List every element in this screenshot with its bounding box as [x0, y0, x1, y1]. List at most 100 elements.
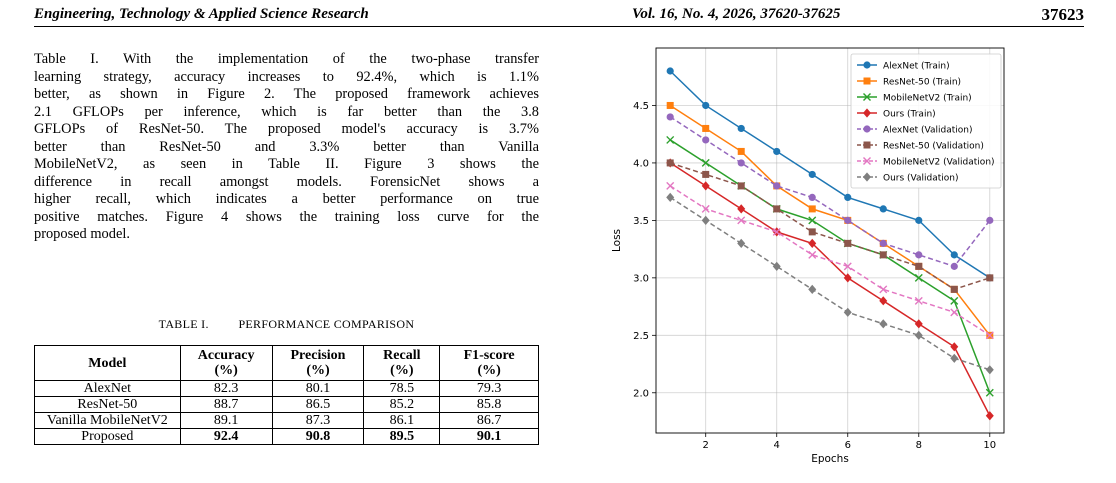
text-line: better than ResNet-50 and 3.3% better th… [34, 138, 539, 155]
data-point [702, 170, 710, 178]
legend-marker [863, 93, 871, 101]
text-line: GFLOPs of ResNet-50. The proposed model'… [34, 121, 539, 137]
y-tick-label: 3.0 [633, 273, 649, 284]
series-3 [666, 158, 994, 421]
data-point [843, 262, 852, 271]
x-tick-label: 4 [774, 440, 780, 451]
x-axis-label: Epochs [811, 453, 849, 465]
text-line: better, as shown in Figure 2. The propos… [34, 86, 539, 102]
volume-info: Vol. 16, No. 4, 2026, 37620-37625 [632, 6, 841, 22]
header-recall: Recall (%) [363, 345, 441, 381]
marker-stroke [843, 262, 852, 271]
loss-chart: 2 4 6 8 10 2.0 2.5 3.0 3.5 4.0 4.5 Epochs Loss AlexNe… [611, 47, 1005, 465]
data-point [879, 296, 888, 306]
marker-stroke [808, 216, 817, 225]
y-tick-label: 4.5 [633, 101, 649, 112]
page-header: Engineering, Technology & Applied Scienc… [34, 4, 1084, 27]
data-point [666, 67, 674, 75]
text-line: learning strategy, accuracy increases to… [34, 68, 539, 85]
legend-label: AlexNet (Validation) [883, 126, 973, 136]
x-tick-label: 2 [703, 440, 709, 451]
cell-f1: 79.3 [439, 380, 539, 397]
header-f1-score: F1-score (%) [439, 345, 539, 381]
series-6 [666, 181, 994, 340]
data-point [986, 274, 994, 282]
data-point [914, 319, 923, 329]
data-point [879, 239, 887, 247]
text-line: difference in recall amongst models. For… [34, 173, 539, 190]
data-point [808, 193, 816, 202]
data-point [950, 342, 959, 352]
plot-frame [655, 47, 1005, 434]
series-line [669, 162, 991, 291]
data-point [950, 308, 959, 317]
cell-precision: 90.8 [271, 428, 365, 445]
text-line: MobileNetV2, as seen in Table II. Figure… [34, 156, 539, 172]
chart-legend: AlexNet (Train) ResNet-50 (Train) MobileNe… [850, 53, 1002, 189]
cell-accuracy: 88.7 [179, 396, 273, 413]
data-point [773, 182, 781, 190]
data-point [915, 216, 923, 224]
data-point [701, 215, 710, 225]
marker-stroke [863, 93, 871, 101]
data-point [666, 101, 674, 109]
legend-label: AlexNet (Train) [883, 62, 950, 72]
data-point [985, 365, 994, 375]
data-point [737, 204, 746, 214]
y-tick-label: 2.5 [633, 331, 649, 342]
legend-label: ResNet-50 (Validation) [883, 142, 984, 152]
data-point [950, 353, 959, 363]
data-point [666, 192, 675, 203]
data-point [808, 228, 816, 236]
legend-marker [863, 108, 871, 118]
data-point [737, 159, 745, 167]
data-point [985, 388, 994, 397]
series-line [669, 70, 991, 279]
data-point [737, 147, 745, 155]
marker-stroke [701, 158, 710, 167]
data-point [879, 251, 887, 259]
data-point [914, 296, 923, 305]
legend-marker [863, 141, 871, 149]
series-line [669, 139, 991, 394]
marker-stroke [879, 285, 888, 294]
marker-stroke [985, 331, 994, 340]
marker-stroke [985, 388, 994, 397]
data-point [844, 239, 852, 247]
data-point [701, 158, 710, 167]
cell-model: AlexNet [34, 380, 181, 397]
data-point [737, 238, 746, 248]
legend-marker [863, 157, 871, 165]
text-line: Table I. With the implementation of the … [34, 51, 539, 67]
data-point [844, 193, 852, 202]
legend-marker [863, 77, 871, 85]
table-row-proposed: Proposed 92.4 90.8 89.5 90.1 [34, 428, 539, 445]
data-point [950, 251, 958, 259]
data-point [808, 250, 817, 259]
page-number: 37623 [1041, 5, 1085, 24]
data-point [666, 135, 675, 144]
y-tick-label: 2.0 [633, 388, 649, 399]
data-point [701, 204, 710, 213]
marker-stroke [808, 250, 817, 259]
cell-f1: 90.1 [439, 428, 539, 445]
data-point [879, 319, 888, 329]
cell-model: Proposed [34, 428, 181, 445]
cell-precision: 87.3 [271, 412, 365, 429]
data-point [773, 205, 781, 213]
legend-label: ResNet-50 (Train) [883, 78, 961, 88]
data-point [737, 124, 745, 133]
series-5 [666, 159, 994, 293]
data-point [702, 136, 710, 144]
data-point [843, 307, 852, 317]
legend-marker [863, 125, 871, 133]
data-point [808, 284, 817, 294]
data-point [843, 273, 852, 283]
series-line [669, 162, 991, 417]
table-row: Vanilla MobileNetV2 89.1 87.3 86.1 86.7 [34, 412, 539, 429]
data-point [808, 238, 817, 248]
legend-box [850, 53, 1002, 189]
data-point [915, 262, 923, 270]
series-line [669, 196, 991, 371]
data-point [701, 181, 710, 191]
